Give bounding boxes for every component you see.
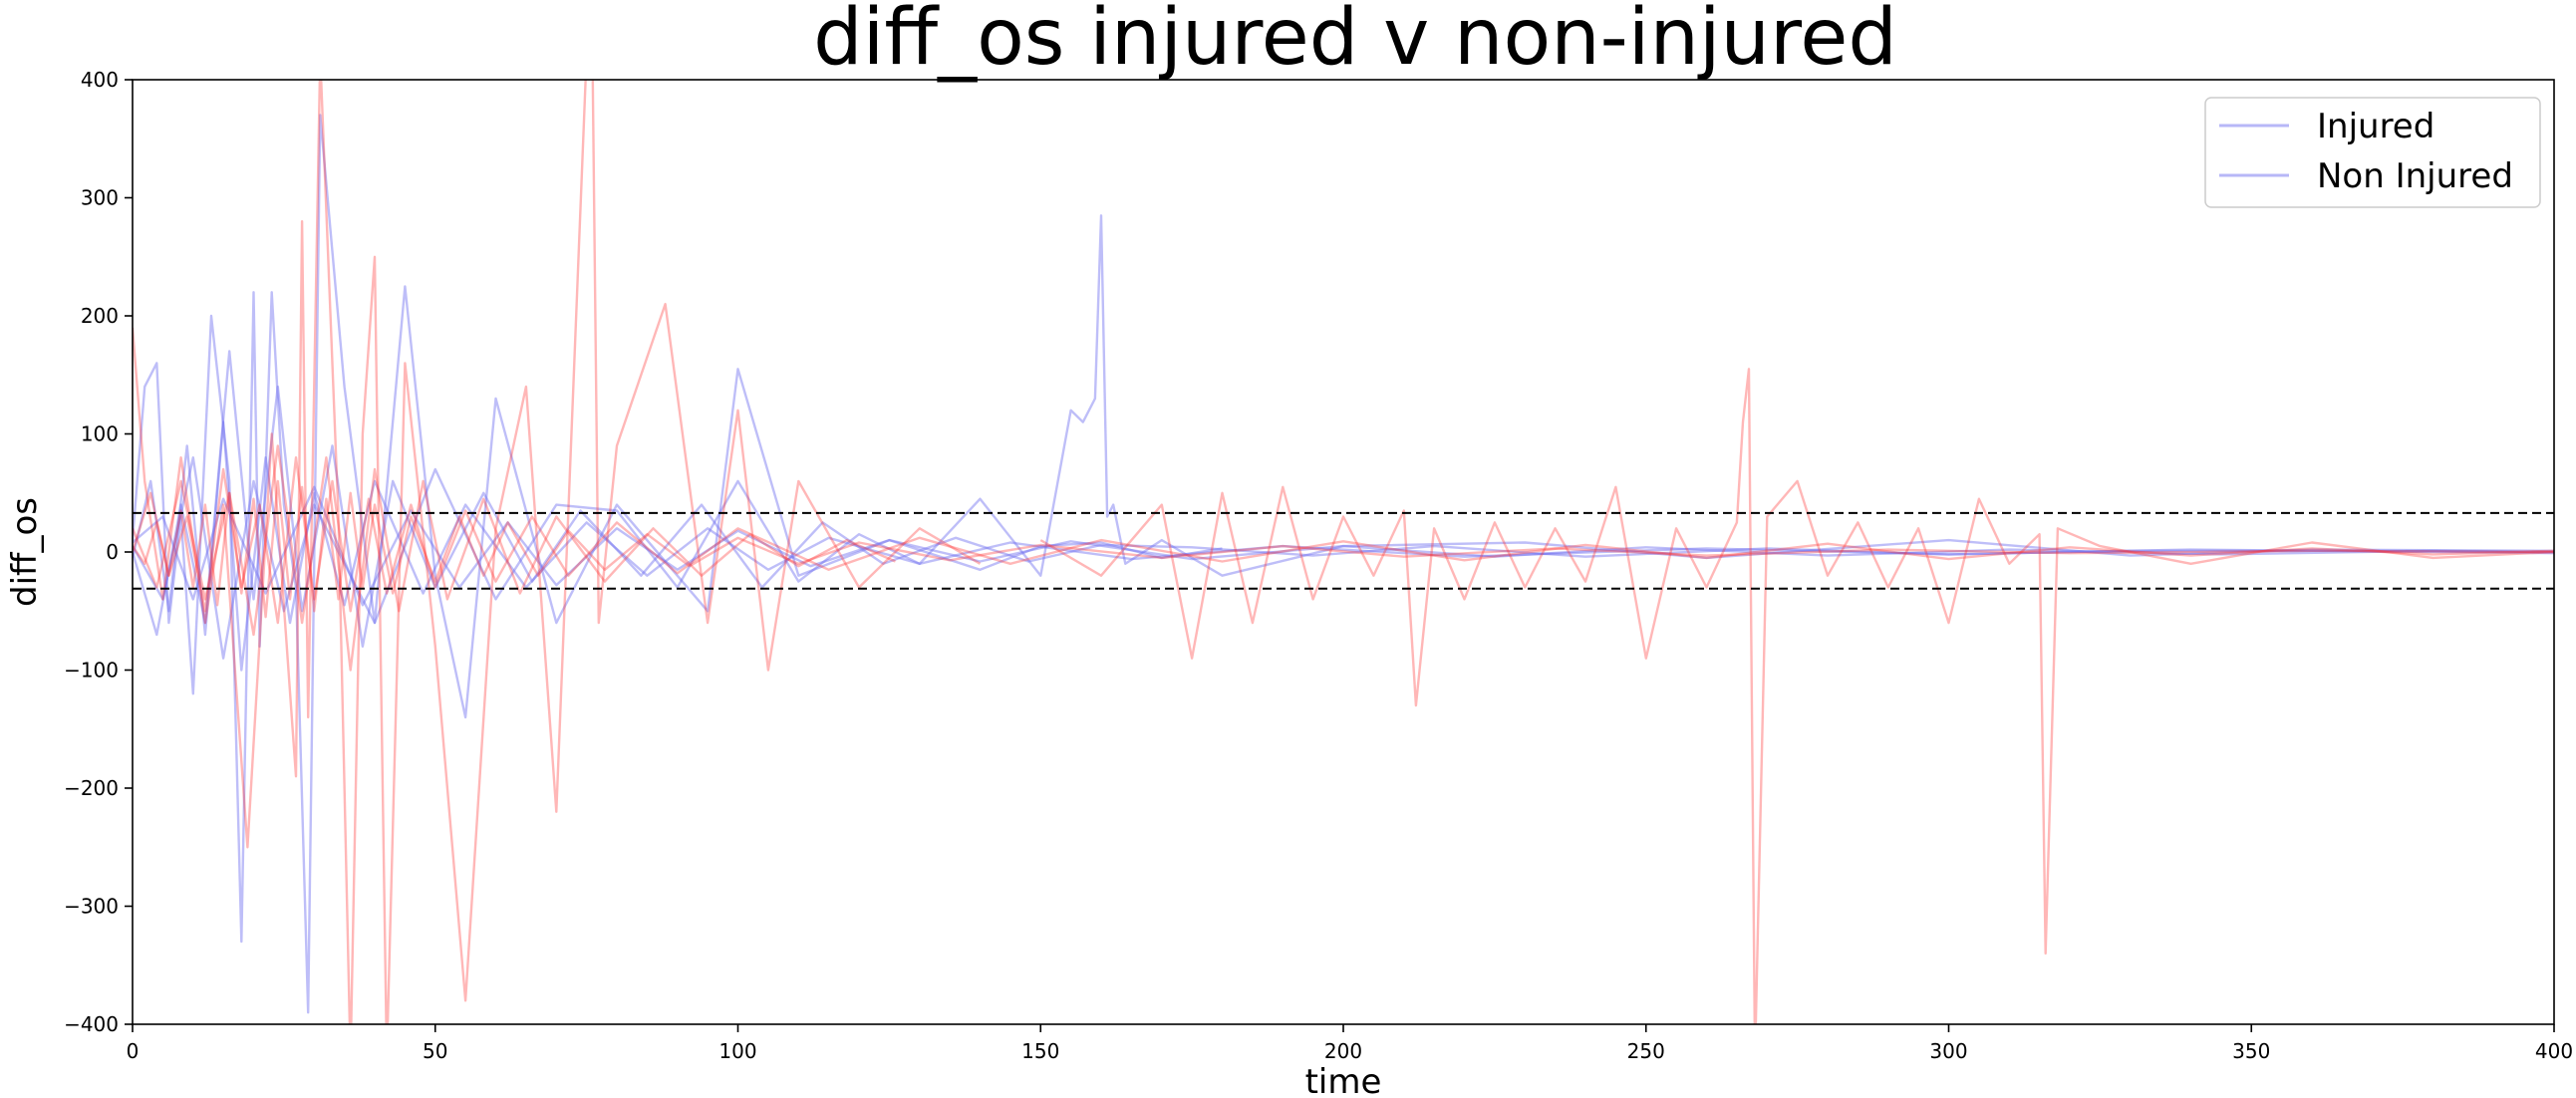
y-tick-label: 0 xyxy=(106,540,119,564)
y-tick-label: −100 xyxy=(64,659,119,683)
series-line-non-injured-8 xyxy=(133,456,2554,625)
series-line-injured-1 xyxy=(133,214,2554,660)
y-tick-label: 200 xyxy=(81,304,119,328)
y-tick-label: 300 xyxy=(81,186,119,210)
series-line-injured-3 xyxy=(133,350,2554,648)
y-axis: −400 −300 −200 −100 0 100 200 300 400 xyxy=(64,68,133,1036)
x-tick-label: 250 xyxy=(1627,1039,1665,1063)
y-tick-label: −400 xyxy=(64,1012,119,1036)
legend: Injured Non Injured xyxy=(2204,97,2541,208)
y-tick-label: −300 xyxy=(64,895,119,919)
series-line-non-injured-6 xyxy=(133,444,896,672)
series-line-non-injured-9 xyxy=(133,479,2554,619)
x-tick-label: 150 xyxy=(1021,1039,1059,1063)
x-tick-label: 300 xyxy=(1929,1039,1967,1063)
x-tick-label: 0 xyxy=(127,1039,140,1063)
series-line-non-injured-5 xyxy=(133,80,982,1024)
y-tick-label: 100 xyxy=(81,422,119,446)
series-line-non-injured-7 xyxy=(1039,368,2554,1024)
series-line-injured-4 xyxy=(133,485,2554,607)
x-axis-title: time xyxy=(1305,1062,1382,1098)
x-tick-label: 100 xyxy=(718,1039,756,1063)
series-layer xyxy=(133,80,2554,1024)
threshold-lines xyxy=(133,511,2554,590)
y-axis-title: diff_os xyxy=(5,497,45,607)
chart-title: diff_os injured v non-injured xyxy=(813,0,1897,83)
x-tick-label: 350 xyxy=(2232,1039,2270,1063)
y-tick-label: −200 xyxy=(64,776,119,800)
series-line-injured-2 xyxy=(133,420,2554,672)
series-line-injured-0 xyxy=(133,114,1223,1014)
x-tick-label: 50 xyxy=(423,1039,447,1063)
x-axis: 0 50 100 150 200 250 300 350 400 xyxy=(127,1024,2573,1063)
x-tick-label: 400 xyxy=(2535,1039,2573,1063)
legend-label-non-injured: Non Injured xyxy=(2317,156,2513,196)
x-tick-label: 200 xyxy=(1324,1039,1362,1063)
y-tick-label: 400 xyxy=(81,68,119,92)
legend-label-injured: Injured xyxy=(2317,107,2434,146)
